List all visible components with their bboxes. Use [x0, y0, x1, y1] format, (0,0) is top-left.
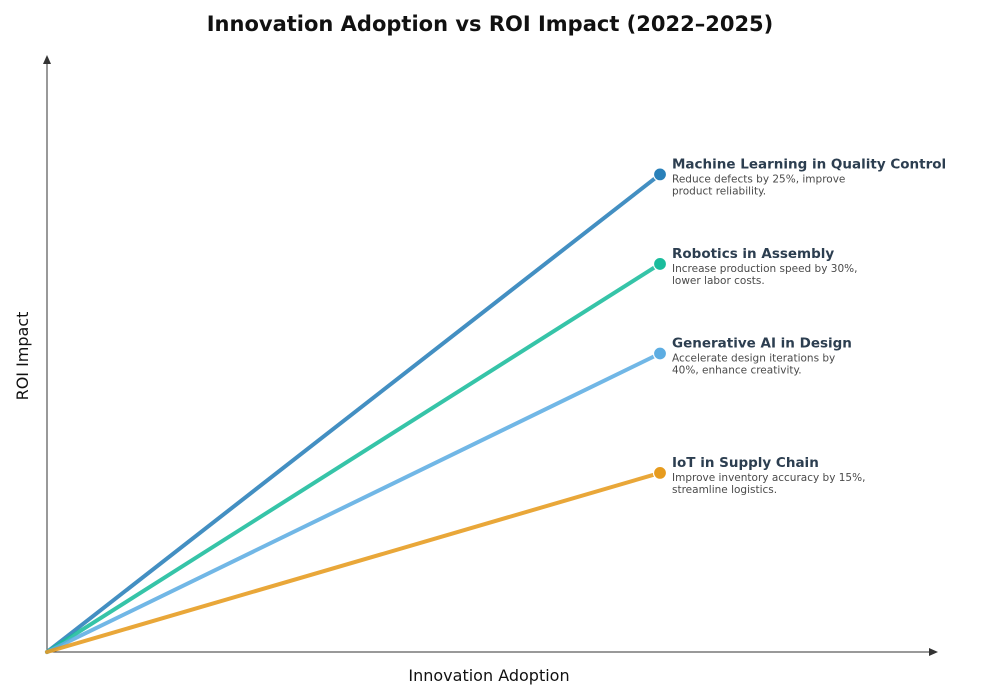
chart-title: Innovation Adoption vs ROI Impact (2022–… [207, 12, 774, 36]
series-description: product reliability. [672, 185, 766, 197]
series-description: Improve inventory accuracy by 15%, [672, 472, 865, 484]
x-axis-label: Innovation Adoption [408, 666, 569, 685]
series-line [45, 470, 662, 654]
series-line [45, 351, 662, 654]
series-line [45, 172, 662, 654]
series-line [45, 261, 662, 654]
series-end-point [652, 256, 668, 272]
x-axis-arrow-icon [929, 648, 938, 656]
series-description: Reduce defects by 25%, improve [672, 173, 845, 185]
series-description: 40%, enhance creativity. [672, 365, 802, 377]
series-label: Robotics in Assembly [672, 246, 834, 262]
y-axis-label: ROI Impact [13, 312, 32, 401]
series-label: Generative AI in Design [672, 336, 852, 352]
series-label: Machine Learning in Quality Control [672, 156, 946, 172]
series-machine-learning-in-quality-control: Machine Learning in Quality ControlReduc… [45, 156, 946, 654]
axes [43, 55, 938, 656]
series-description: streamline logistics. [672, 484, 777, 496]
series-description: Increase production speed by 30%, [672, 263, 857, 275]
series-description: Accelerate design iterations by [672, 353, 835, 365]
series-end-point [652, 167, 668, 182]
y-axis-arrow-icon [43, 55, 51, 64]
series-label: IoT in Supply Chain [672, 455, 819, 471]
series-end-point [652, 346, 668, 361]
series-layer: Machine Learning in Quality ControlReduc… [45, 156, 946, 654]
series-description: lower labor costs. [672, 275, 765, 287]
series-end-point [652, 465, 668, 480]
